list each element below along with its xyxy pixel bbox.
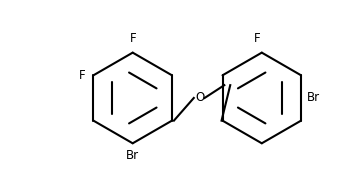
Text: F: F <box>129 32 136 45</box>
Text: F: F <box>253 32 260 45</box>
Text: F: F <box>79 69 85 82</box>
Text: O: O <box>195 91 204 104</box>
Text: Br: Br <box>126 149 139 162</box>
Text: Br: Br <box>307 91 320 104</box>
